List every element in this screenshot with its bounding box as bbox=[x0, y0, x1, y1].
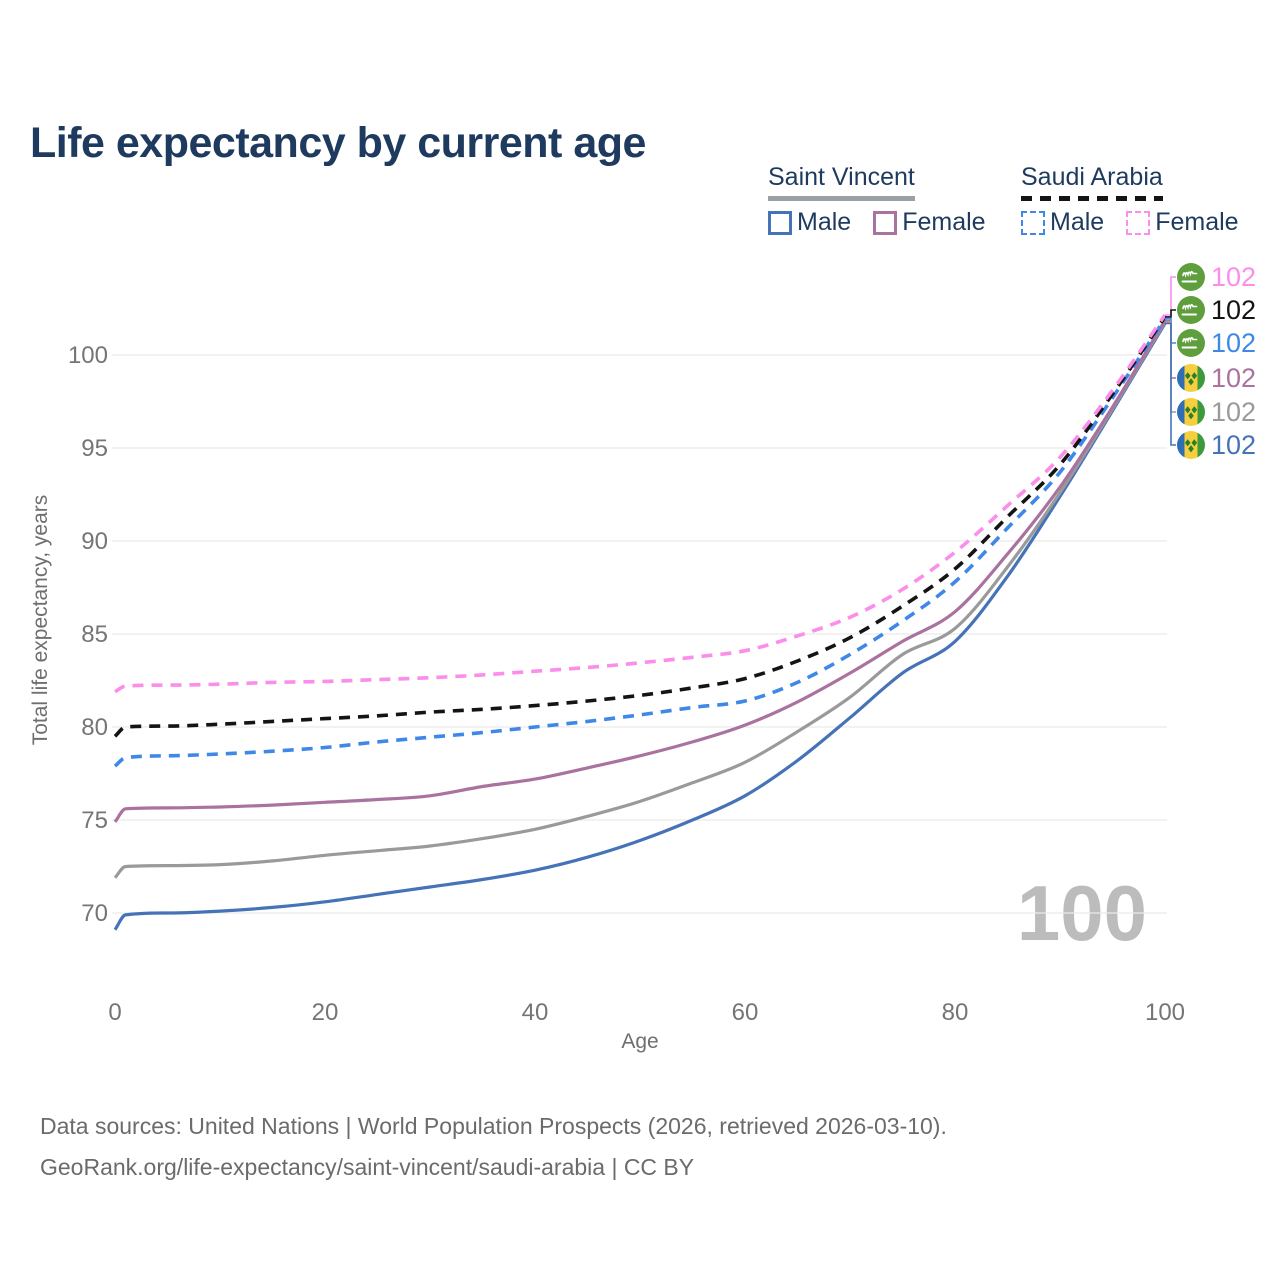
saudi-arabia-male-swatch-icon bbox=[1021, 210, 1045, 235]
y-tick-label: 85 bbox=[81, 621, 108, 648]
x-tick-label: 40 bbox=[522, 999, 549, 1026]
legend-title-saudi-arabia: Saudi Arabia bbox=[1021, 163, 1163, 191]
source-attribution: Data sources: United Nations | World Pop… bbox=[40, 1106, 947, 1188]
saint-vincent-flag-icon bbox=[1177, 398, 1205, 426]
x-axis-title: Age bbox=[621, 1030, 658, 1053]
x-tick-label: 80 bbox=[942, 999, 969, 1026]
legend-label-female: Female bbox=[902, 208, 986, 236]
series-line-saint-vincent-female[interactable] bbox=[113, 319, 1167, 823]
legend-item-saint-vincent-female[interactable]: Female bbox=[873, 208, 986, 237]
end-value-label: 102 bbox=[1211, 363, 1256, 393]
saint-vincent-line-style-swatch bbox=[768, 196, 915, 201]
x-tick-label: 60 bbox=[732, 999, 759, 1026]
y-tick-label: 75 bbox=[81, 807, 108, 834]
saint-vincent-flag-icon bbox=[1177, 431, 1205, 459]
series-line-saint-vincent-both-sexes[interactable] bbox=[113, 321, 1167, 879]
url-license-line: GeoRank.org/life-expectancy/saint-vincen… bbox=[40, 1154, 695, 1180]
saudi-arabia-flag-icon bbox=[1177, 263, 1205, 291]
series-line-saudi-arabia-both-sexes[interactable] bbox=[113, 315, 1167, 738]
saint-vincent-flag-icon bbox=[1177, 364, 1205, 392]
legend-title-saint-vincent: Saint Vincent bbox=[768, 163, 915, 191]
legend-label-male: Male bbox=[797, 208, 852, 236]
end-value-label: 102 bbox=[1211, 430, 1256, 460]
x-tick-label: 20 bbox=[312, 999, 339, 1026]
y-axis-title: Total life expectancy, years bbox=[29, 495, 52, 746]
end-value-label: 102 bbox=[1211, 397, 1256, 427]
end-value-label: 102 bbox=[1211, 262, 1256, 292]
legend-label-female: Female bbox=[1155, 208, 1239, 236]
legend: Saint Vincent Male Female Saudi Arabia bbox=[0, 163, 1280, 243]
end-label-connector bbox=[1165, 322, 1176, 446]
legend-item-saudi-arabia-female[interactable]: Female bbox=[1126, 208, 1239, 237]
end-value-label: 102 bbox=[1211, 328, 1256, 358]
y-tick-label: 90 bbox=[81, 528, 108, 555]
saudi-arabia-line-style-swatch bbox=[1021, 196, 1163, 201]
x-tick-label: 100 bbox=[1145, 999, 1185, 1026]
y-tick-label: 100 bbox=[68, 342, 108, 369]
chart-title: Life expectancy by current age bbox=[30, 118, 646, 167]
end-label-connector bbox=[1165, 309, 1176, 318]
x-tick-label: 0 bbox=[108, 999, 121, 1026]
legend-item-saudi-arabia-male[interactable]: Male bbox=[1021, 208, 1104, 237]
legend-group-saudi-arabia: Saudi Arabia Male Female bbox=[1021, 163, 1239, 237]
y-tick-label: 95 bbox=[81, 435, 108, 462]
legend-label-male: Male bbox=[1050, 208, 1105, 236]
y-tick-label: 80 bbox=[81, 714, 108, 741]
series-line-saint-vincent-male[interactable] bbox=[113, 322, 1167, 931]
saint-vincent-male-swatch-icon bbox=[768, 210, 792, 235]
y-tick-label: 70 bbox=[81, 900, 108, 927]
series-line-saudi-arabia-female[interactable] bbox=[114, 313, 1167, 694]
legend-group-saint-vincent: Saint Vincent Male Female bbox=[768, 163, 986, 237]
series-line-saudi-arabia-male[interactable] bbox=[113, 317, 1167, 768]
saint-vincent-female-swatch-icon bbox=[873, 210, 898, 235]
saudi-arabia-flag-icon bbox=[1177, 296, 1205, 324]
end-label-connector bbox=[1165, 276, 1176, 316]
end-value-label: 102 bbox=[1211, 295, 1256, 325]
data-sources-line: Data sources: United Nations | World Pop… bbox=[40, 1113, 947, 1139]
legend-item-saint-vincent-male[interactable]: Male bbox=[768, 208, 851, 237]
saudi-arabia-female-swatch-icon bbox=[1126, 210, 1151, 235]
saudi-arabia-flag-icon bbox=[1177, 329, 1205, 357]
